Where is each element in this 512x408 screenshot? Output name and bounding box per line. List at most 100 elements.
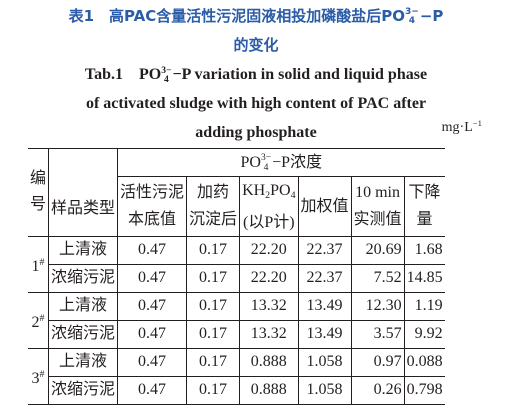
- text-line: adding phosphate: [0, 118, 512, 147]
- sample-type: 上清液: [48, 347, 119, 377]
- value-cell: 3.57: [350, 319, 405, 349]
- value-cell: 9.92: [403, 319, 445, 349]
- unit: mg·L−1: [442, 118, 482, 136]
- value-cell: 0.47: [117, 235, 188, 265]
- sub-sup: 3− 4: [161, 66, 171, 85]
- body-row: 1# 上清液 0.47 0.17 22.20 22.37 20.69 1.68: [28, 235, 445, 293]
- text: 加权值: [300, 197, 349, 215]
- value-cell: 22.37: [297, 263, 352, 293]
- superscript: 3−: [161, 64, 172, 76]
- text-line: KH2PO4: [242, 177, 295, 209]
- header-cell: PO 3− 4 −P浓度: [117, 148, 445, 177]
- value-cell: 0.47: [117, 263, 188, 293]
- value-cell: 22.20: [239, 263, 299, 293]
- sample-type: 浓缩污泥: [48, 263, 119, 293]
- value-cell: 0.17: [186, 347, 241, 377]
- subscript: 4: [163, 74, 169, 86]
- value-cell: 13.49: [297, 319, 352, 349]
- value-cell: 14.85: [403, 263, 445, 293]
- superscript: −1: [472, 118, 482, 128]
- text: 的变化: [233, 36, 279, 54]
- superscript: #: [39, 312, 45, 324]
- text-line: mg·L−1: [442, 118, 482, 136]
- subscript: 4: [290, 189, 296, 201]
- text: adding phosphate: [195, 124, 317, 141]
- group-id: 1#: [28, 235, 50, 293]
- value-cell: 0.97: [350, 347, 405, 377]
- text: 2: [31, 313, 40, 331]
- sample-type: 浓缩污泥: [48, 319, 119, 349]
- text-line: 样品类型: [51, 196, 115, 222]
- caption-cn: 表1 高PAC含量活性污泥固液相投加磷酸盐后PO 3− 4 −P 的变化: [0, 2, 512, 60]
- body-row: 浓缩污泥 0.47 0.17 0.888 1.058 0.26 0.798: [28, 375, 445, 405]
- header-cell: KH2PO4 (以P计): [239, 176, 299, 237]
- text: mg·L: [441, 120, 473, 136]
- text-line: 下降: [407, 179, 443, 206]
- text-line: 本底值: [120, 206, 184, 233]
- text-line: 1#: [30, 250, 46, 280]
- text: −P variation in solid and liquid phase: [172, 66, 428, 83]
- value-cell: 7.52: [350, 263, 405, 293]
- header-cell: 下降量: [403, 176, 445, 237]
- value-cell: 0.088: [403, 347, 445, 377]
- text: 10 min: [355, 184, 400, 202]
- value-cell: 0.47: [117, 347, 188, 377]
- text: 号: [30, 196, 47, 214]
- header-cell: 加药 沉淀后: [186, 176, 241, 237]
- text: 本底值: [128, 211, 177, 229]
- text-line: (以P计): [242, 209, 295, 236]
- sub-sup: 3− 4: [405, 7, 419, 26]
- text: −P: [419, 7, 444, 25]
- text: 编: [30, 170, 47, 188]
- body-row: 浓缩污泥 0.47 0.17 13.32 13.49 3.57 9.92: [28, 319, 445, 349]
- value-cell: 0.47: [117, 291, 188, 321]
- superscript: 3−: [260, 152, 272, 164]
- text: 量: [416, 211, 433, 229]
- text-line: PO 3− 4 −P浓度: [120, 150, 443, 176]
- value-cell: 0.17: [186, 291, 241, 321]
- group-id: 2#: [28, 291, 50, 349]
- value-cell: 13.32: [239, 291, 299, 321]
- body-row: 浓缩污泥 0.47 0.17 22.20 22.37 7.52 14.85: [28, 263, 445, 293]
- header-cell: 编号: [28, 148, 50, 237]
- text: Tab.1 PO: [84, 66, 162, 83]
- text-line: 表1 高PAC含量活性污泥固液相投加磷酸盐后PO 3− 4 −P: [0, 2, 512, 31]
- value-cell: 22.37: [297, 235, 352, 265]
- value-cell: 0.17: [186, 319, 241, 349]
- value-cell: 0.17: [186, 263, 241, 293]
- text: (以P计): [243, 213, 295, 231]
- value-cell: 22.20: [239, 235, 299, 265]
- header-cell: 样品类型: [48, 148, 119, 237]
- text: 样品类型: [51, 199, 116, 217]
- value-cell: 13.32: [239, 319, 299, 349]
- text-line: 编: [30, 166, 46, 192]
- sample-type: 浓缩污泥: [48, 375, 119, 405]
- header-cell: 活性污泥 本底值: [117, 176, 188, 237]
- text: −P浓度: [272, 153, 323, 171]
- text-line: 沉淀后: [189, 206, 237, 233]
- value-cell: 0.47: [117, 375, 188, 405]
- body-row: 3# 上清液 0.47 0.17 0.888 1.058 0.97 0.088: [28, 347, 445, 405]
- value-cell: 0.17: [186, 235, 241, 265]
- value-cell: 1.058: [297, 375, 352, 405]
- text-line: 量: [407, 206, 443, 233]
- value-cell: 0.798: [403, 375, 445, 405]
- header-cell: 加权值: [297, 176, 352, 237]
- value-cell: 0.47: [117, 319, 188, 349]
- value-cell: 0.888: [239, 347, 299, 377]
- text: PO: [270, 182, 291, 199]
- sub-sup: 3− 4: [261, 153, 271, 172]
- text: 3: [31, 369, 40, 387]
- text-line: 的变化: [0, 31, 512, 60]
- text-line: 活性污泥: [120, 179, 184, 206]
- header-row: 编号样品类型 PO 3− 4 −P浓度: [28, 148, 445, 237]
- value-cell: 1.68: [403, 235, 445, 265]
- text: of activated sludge with high content of…: [85, 95, 427, 112]
- value-cell: 0.26: [350, 375, 405, 405]
- value-cell: 12.30: [350, 291, 405, 321]
- text: 沉淀后: [189, 211, 238, 229]
- text: KH: [242, 182, 266, 199]
- data-table: 编号样品类型 PO 3− 4 −P浓度 活性污泥 本底值 加药 沉淀后 KH2PO4 (以P计) 加权…: [28, 148, 445, 405]
- text-line: 10 min: [354, 179, 402, 206]
